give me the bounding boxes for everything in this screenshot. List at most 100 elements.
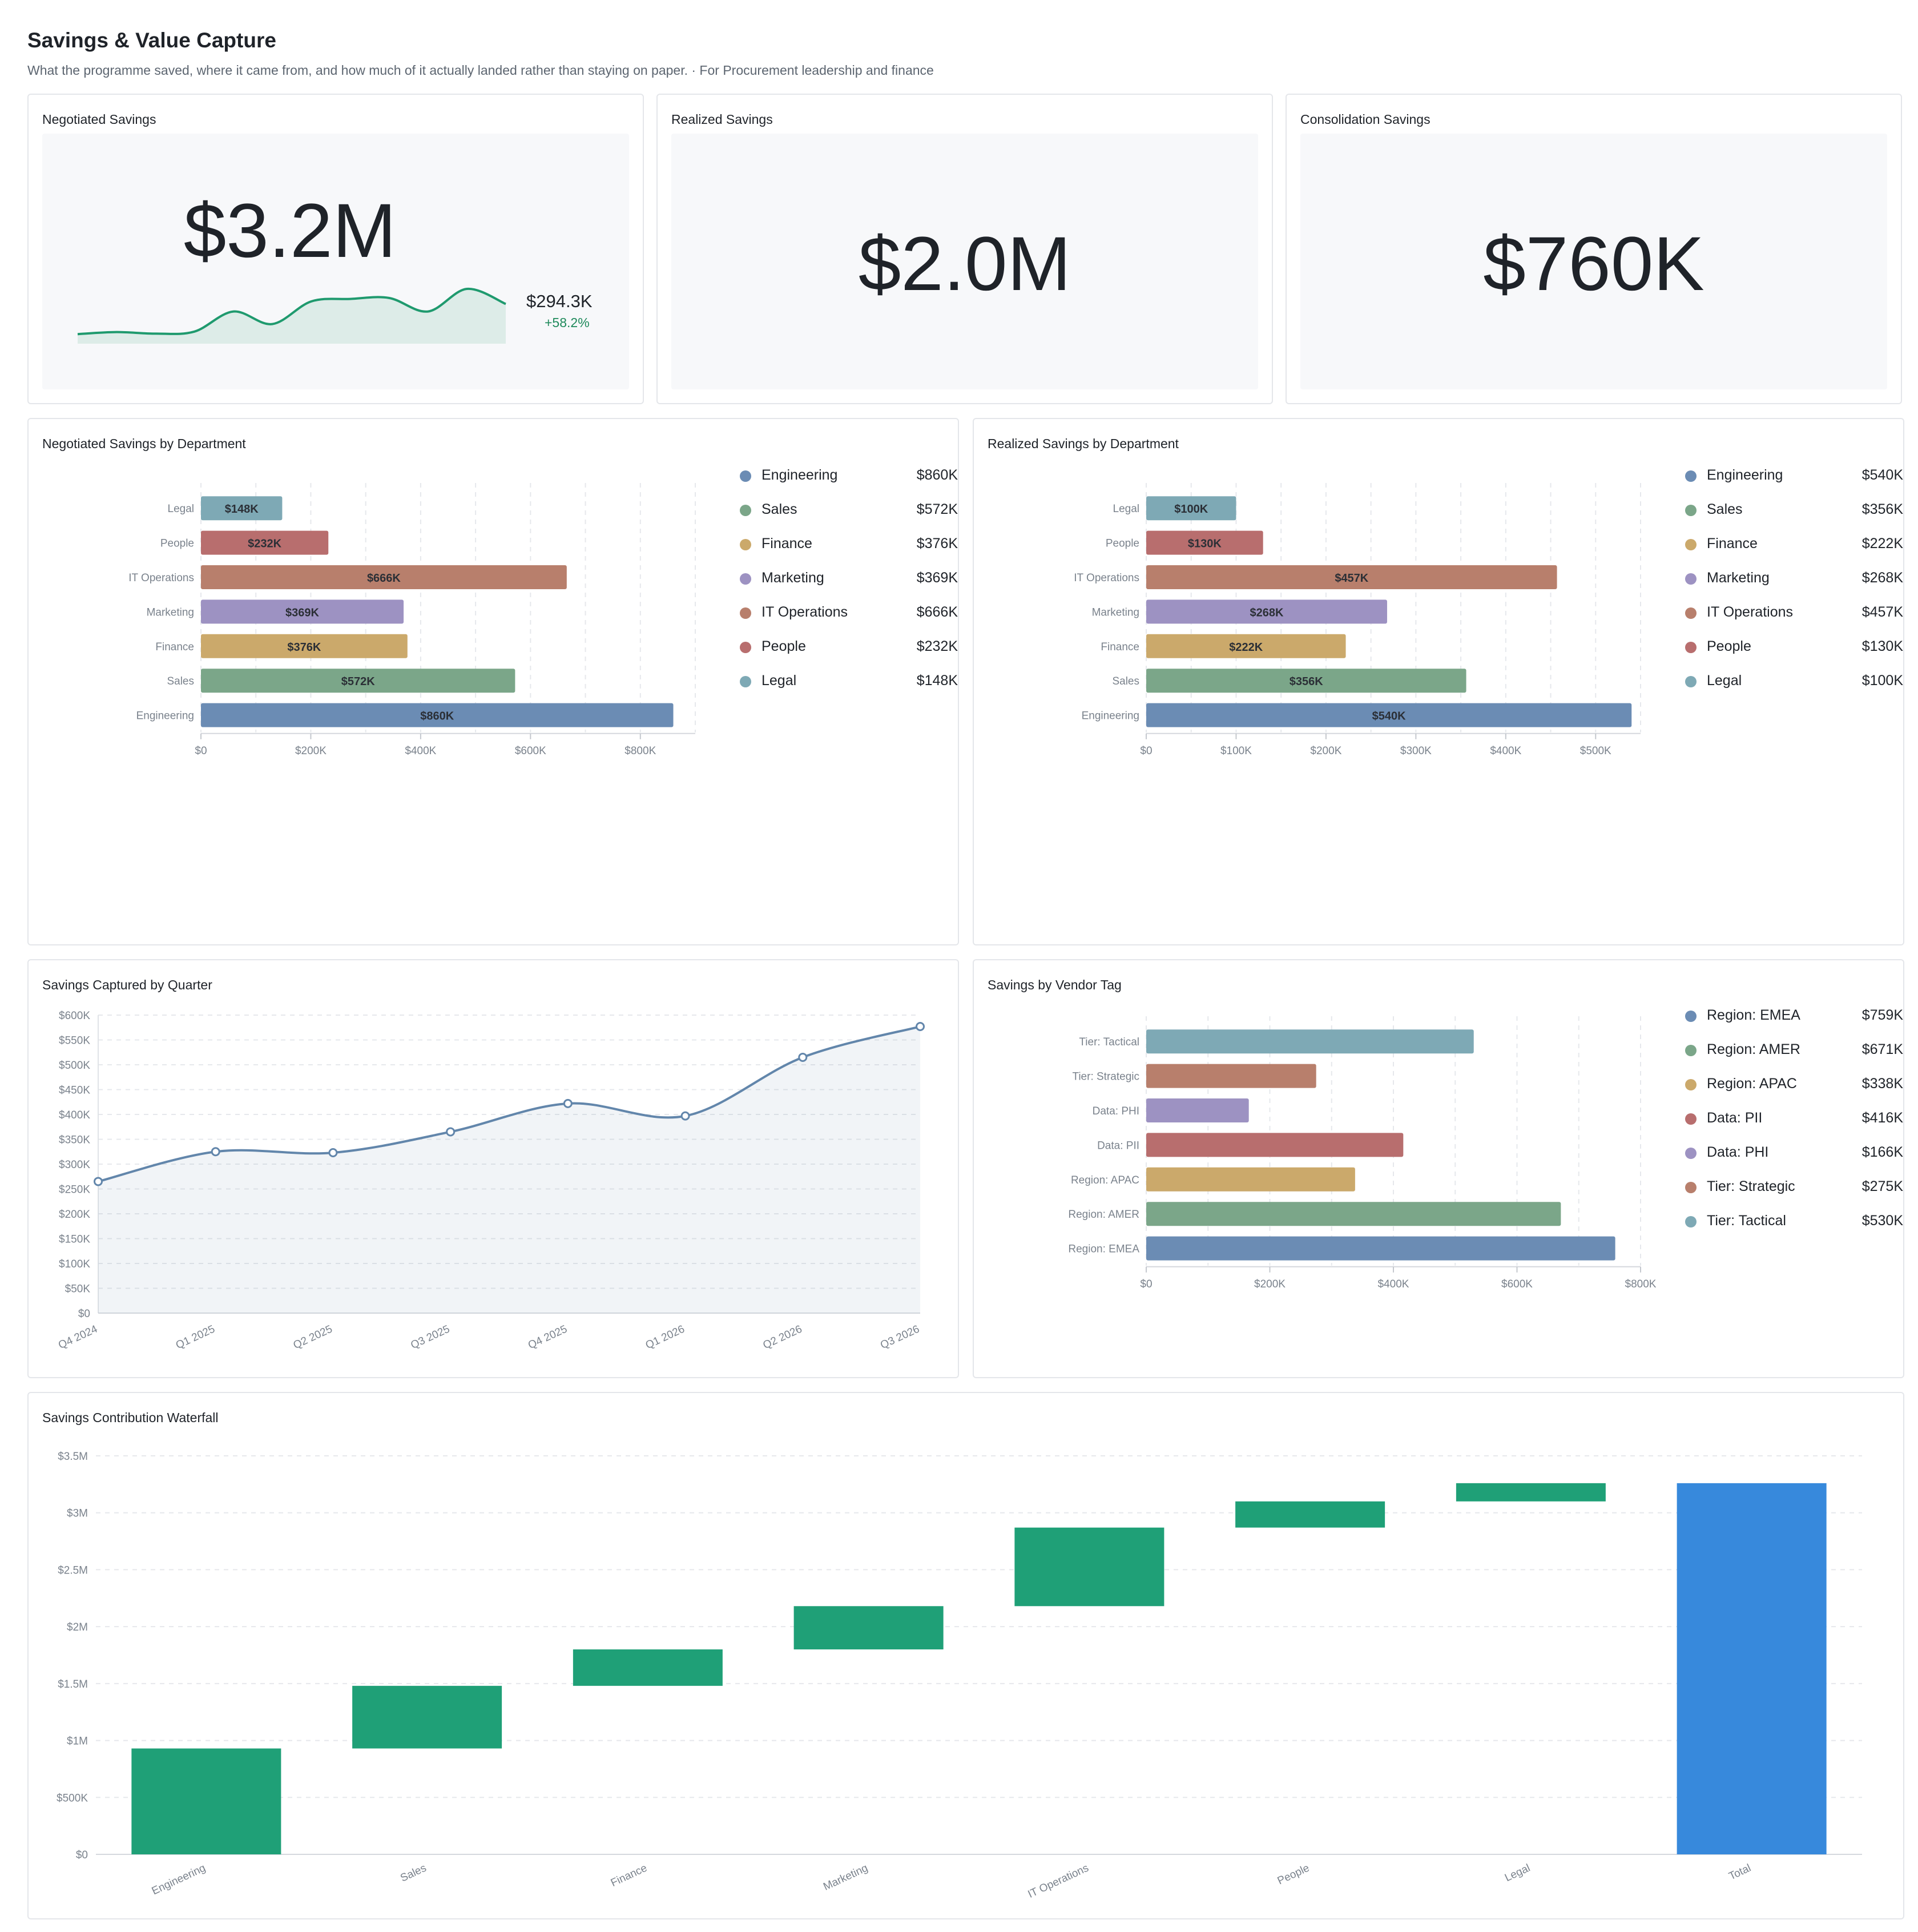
legend-value: $166K: [1861, 1144, 1903, 1160]
bar: [1456, 1483, 1606, 1502]
legend-swatch: [740, 573, 751, 585]
legend-item: Marketing $268K: [1685, 567, 1903, 602]
y-tick-label: Marketing: [1092, 606, 1139, 618]
y-tick-label: Finance: [1101, 641, 1139, 653]
y-tick-label: $200K: [59, 1209, 90, 1221]
x-tick-label: Marketing: [821, 1862, 869, 1893]
chart-title: Savings Captured by Quarter: [42, 977, 212, 992]
y-tick-label: $300K: [59, 1159, 90, 1171]
legend-label: Marketing: [1707, 570, 1770, 586]
page-subtitle: What the programme saved, where it came …: [27, 63, 934, 78]
data-label: $457K: [1335, 572, 1368, 585]
legend-swatch: [1685, 1182, 1697, 1193]
legend-item: People $130K: [1685, 636, 1903, 670]
data-label: $369K: [285, 606, 319, 619]
legend-item: Region: EMEA $759K: [1685, 1005, 1903, 1039]
y-tick-label: Sales: [1112, 675, 1139, 687]
bar: [1146, 1167, 1355, 1192]
legend-swatch: [740, 607, 751, 619]
bar: [352, 1685, 502, 1749]
legend-label: Region: AMER: [1707, 1041, 1800, 1057]
y-tick-label: IT Operations: [1074, 572, 1139, 584]
bar: [1146, 1202, 1561, 1226]
series-line: [98, 1025, 921, 1183]
kpi-trend-delta: +58.2%: [545, 315, 590, 330]
y-tick-label: $250K: [59, 1184, 90, 1196]
data-label: $222K: [1229, 641, 1263, 654]
x-tick-label: Legal: [1503, 1862, 1532, 1884]
x-tick-label: Total: [1727, 1862, 1752, 1882]
legend-value: $671K: [1861, 1041, 1903, 1057]
chart-title: Negotiated Savings by Department: [42, 436, 246, 451]
data-label: $268K: [1250, 606, 1284, 619]
data-point: [563, 1098, 573, 1108]
bar: [201, 634, 408, 658]
data-point: [446, 1127, 456, 1137]
legend-item: IT Operations $666K: [740, 602, 958, 636]
y-tick-label: $450K: [59, 1085, 90, 1097]
legend-label: Engineering: [761, 467, 838, 483]
legend-label: Region: APAC: [1707, 1076, 1797, 1092]
legend-item: Data: PII $416K: [1685, 1108, 1903, 1142]
legend-value: $232K: [916, 638, 958, 654]
kpi-value: $3.2M: [183, 188, 397, 273]
y-tick-label: Marketing: [147, 606, 194, 618]
data-label: $148K: [225, 503, 259, 516]
y-tick-label: People: [1106, 538, 1139, 550]
legend-swatch: [1685, 676, 1697, 687]
legend-label: People: [1707, 638, 1751, 654]
chart-card-realized-dept: Realized Savings by Department $0 $100K $2…: [973, 418, 1904, 945]
bar: [1146, 1098, 1249, 1122]
legend-item: Data: PHI $166K: [1685, 1142, 1903, 1176]
data-point: [798, 1052, 808, 1062]
legend-item: IT Operations $457K: [1685, 602, 1903, 636]
x-tick-label: IT Operations: [1026, 1862, 1091, 1901]
legend-label: Region: EMEA: [1707, 1007, 1800, 1023]
legend-item: People $232K: [740, 636, 958, 670]
legend-label: Sales: [761, 501, 797, 517]
data-label: $540K: [1372, 710, 1406, 723]
x-tick-label: $200K: [295, 745, 327, 757]
realized-dept-bar-chart: $0 $100K $200K $300K $400K $500K Legal $100K Peo…: [1074, 483, 1641, 757]
bar: [1146, 669, 1466, 693]
legend-swatch: [1685, 1079, 1697, 1090]
y-tick-label: $2.5M: [58, 1564, 88, 1576]
data-point: [680, 1111, 690, 1121]
kpi-title: Realized Savings: [671, 112, 773, 127]
y-tick-label: Sales: [167, 675, 194, 687]
x-tick-label: $0: [195, 745, 207, 757]
x-tick-label: $800K: [624, 745, 656, 757]
x-tick-label: $400K: [405, 745, 436, 757]
legend-item: Region: APAC $338K: [1685, 1073, 1903, 1108]
y-tick-label: $100K: [59, 1258, 90, 1270]
data-label: $376K: [287, 641, 321, 654]
x-tick-label: Sales: [398, 1862, 428, 1884]
bar: [1146, 703, 1632, 727]
bar: [201, 703, 674, 727]
legend-swatch: [740, 470, 751, 482]
data-point: [94, 1177, 103, 1186]
legend-item: Engineering $540K: [1685, 465, 1903, 499]
x-tick-label: Q2 2025: [292, 1323, 335, 1351]
area-fill: [98, 1027, 920, 1313]
kpi-title: Negotiated Savings: [42, 112, 156, 127]
legend-item: Sales $572K: [740, 499, 958, 533]
legend-label: Marketing: [761, 570, 824, 586]
y-tick-label: $1.5M: [58, 1679, 88, 1690]
data-point: [916, 1022, 925, 1032]
y-tick-label: Tier: Tactical: [1079, 1036, 1139, 1048]
legend-swatch: [740, 642, 751, 653]
y-tick-label: Region: APAC: [1071, 1174, 1139, 1186]
bar: [1146, 1236, 1615, 1261]
legend-item: Tier: Tactical $530K: [1685, 1210, 1903, 1245]
kpi-title: Consolidation Savings: [1300, 112, 1431, 127]
vendor-tag-legend: Region: EMEA $759K Region: AMER $671K Region…: [1685, 1005, 1903, 1245]
bar: [1146, 1029, 1474, 1054]
chart-card-vendor: Savings by Vendor Tag $0 $200K $400K $600K $…: [973, 959, 1904, 1378]
legend-value: $268K: [1861, 570, 1903, 586]
legend-label: Data: PII: [1707, 1110, 1763, 1126]
x-tick-label: Q3 2026: [879, 1323, 921, 1351]
y-tick-label: Legal: [1113, 503, 1140, 515]
x-tick-label: $600K: [1501, 1278, 1533, 1290]
kpi-value: $760K: [1483, 222, 1705, 307]
